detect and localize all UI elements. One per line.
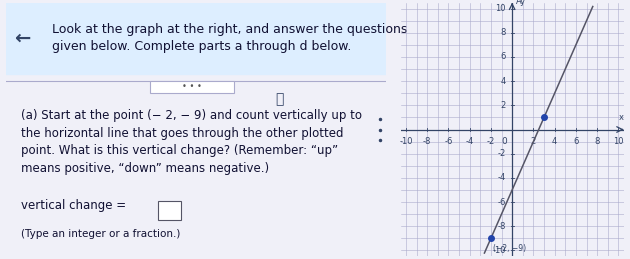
- Text: -6: -6: [444, 137, 452, 146]
- Text: -8: -8: [423, 137, 432, 146]
- Text: 6: 6: [500, 53, 506, 61]
- Text: 0: 0: [501, 137, 507, 146]
- Text: ←: ←: [14, 29, 30, 48]
- Text: Ay: Ay: [517, 0, 527, 6]
- Text: 2: 2: [500, 101, 506, 110]
- Text: 6: 6: [573, 137, 578, 146]
- FancyBboxPatch shape: [6, 3, 386, 74]
- Text: Look at the graph at the right, and answer the questions
given below. Complete p: Look at the graph at the right, and answ…: [52, 23, 407, 53]
- Text: -6: -6: [498, 198, 506, 206]
- Text: -10: -10: [399, 137, 413, 146]
- Text: -4: -4: [498, 173, 506, 182]
- Text: 10: 10: [613, 137, 624, 146]
- Text: -4: -4: [466, 137, 474, 146]
- Text: x: x: [619, 113, 624, 122]
- Bar: [151, 81, 234, 93]
- Text: (Type an integer or a fraction.): (Type an integer or a fraction.): [21, 228, 181, 239]
- Text: 8: 8: [595, 137, 600, 146]
- Bar: [158, 200, 181, 220]
- Text: 2: 2: [531, 137, 536, 146]
- Text: (−2, −9): (−2, −9): [493, 244, 526, 253]
- Text: 4: 4: [552, 137, 558, 146]
- Text: 4: 4: [500, 77, 506, 86]
- Text: 10: 10: [495, 4, 506, 13]
- Text: -2: -2: [498, 149, 506, 158]
- Text: -2: -2: [487, 137, 495, 146]
- Text: -10: -10: [492, 246, 506, 255]
- Text: (a) Start at the point (− 2, − 9) and count vertically up to
the horizontal line: (a) Start at the point (− 2, − 9) and co…: [21, 109, 362, 175]
- Text: ⭢: ⭢: [275, 92, 284, 106]
- Text: 8: 8: [500, 28, 506, 37]
- Text: • • •: • • •: [182, 82, 202, 91]
- Text: -8: -8: [498, 222, 506, 231]
- Text: vertical change =: vertical change =: [21, 199, 127, 212]
